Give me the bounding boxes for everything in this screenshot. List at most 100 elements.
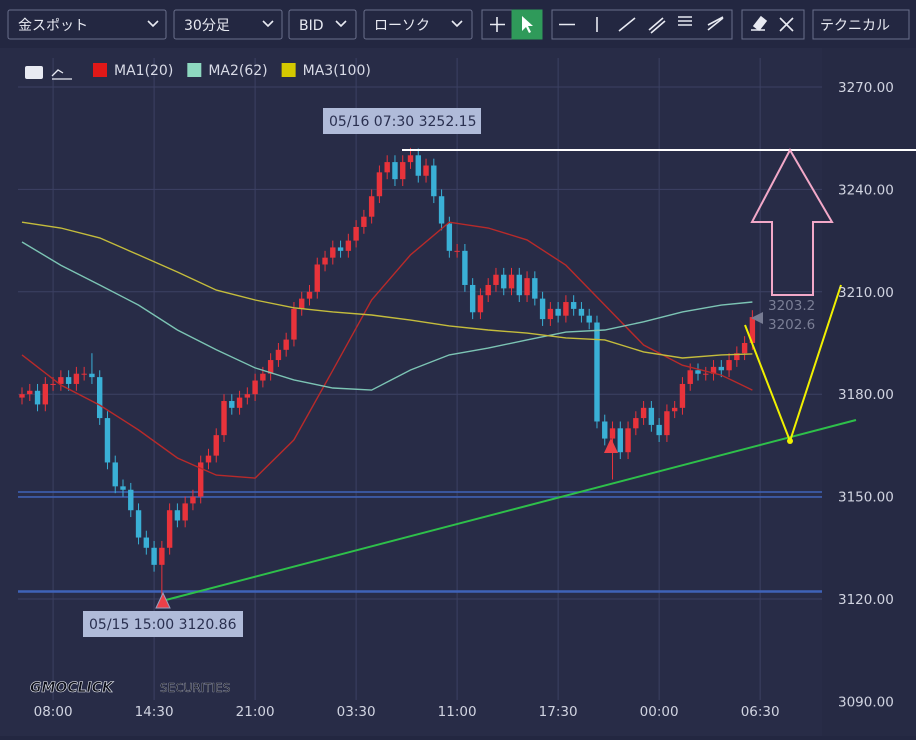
candle-body [345,240,352,251]
candle-body [314,264,320,292]
legend-swatch [93,63,107,77]
candle-body [570,302,577,309]
low-label: 05/15 15:00 3120.86 [89,617,237,633]
candle-body [508,274,515,289]
candle-body [462,250,468,285]
candle-body [726,360,732,371]
candle-body [19,394,25,398]
erase-tools[interactable] [741,9,805,40]
candle-body [229,401,235,408]
candle-body [159,547,165,565]
candle-body [89,373,95,378]
watermark-suffix: SECURITIES [160,681,230,695]
candle-body [376,172,383,197]
candle-body [81,373,87,375]
candle-body [252,380,258,395]
candle-body [65,377,72,384]
y-tick-label: 3270.00 [838,80,894,96]
drawings [155,147,916,609]
candle-body [710,366,717,374]
candle-body [431,165,437,197]
candle-body [73,373,80,384]
candle-body [602,421,608,439]
y-tick-label: 3210.00 [838,285,894,301]
chart-style: ローソク [374,18,430,34]
plot [19,147,756,597]
candle-body [741,342,748,354]
candle-body [283,339,289,350]
toolbar-icons [147,15,794,34]
candle-body [648,407,655,425]
last-ask-label: 3203.2 [768,298,815,314]
candle-body [166,510,173,548]
candle-body [524,278,530,296]
x-axis-bg [0,700,916,736]
candle-body [58,377,64,384]
x-tick-label: 11:00 [438,704,477,720]
candle-body [322,257,328,265]
x-tick-label: 21:00 [236,704,275,720]
legend-icons [25,66,72,80]
candle-body [275,349,282,361]
instrument: 金スポット [18,18,88,34]
candle-body [477,295,484,313]
candle-body [617,428,623,453]
candle-body [198,462,204,497]
candle-body [244,394,251,398]
legend-label: MA1(20) [114,63,173,79]
ma-line [21,241,753,391]
candle-body [104,418,111,463]
candle-body [734,353,740,361]
candle-body [532,278,538,299]
candle-body [485,284,491,296]
x-tick-label: 14:30 [135,704,174,720]
grid [18,58,822,702]
candle-body [143,537,150,548]
y-tick-label: 3240.00 [838,182,894,198]
candle-body [407,155,414,163]
candle-body [578,308,585,316]
watermark-brand: GMOCLICK [30,680,114,696]
candle-body [120,486,126,490]
style-select[interactable] [363,9,473,40]
candle-body [34,390,41,405]
x-tick-label: 08:00 [34,704,73,720]
candle-body [703,373,709,375]
last-bid-label: 3202.6 [768,317,815,333]
corner-bg [822,700,916,736]
ma-line [21,221,753,359]
high-label-bg [323,108,481,134]
low-label-bg [83,611,243,637]
axes: 3090.00 3120.00 3150.00 3180.00 3210.00 3240.… [34,80,894,720]
candle-body [469,284,476,313]
candle-body [353,226,359,241]
candle-body [112,462,118,487]
legend-label: MA3(100) [303,63,371,79]
x-tick-label: 00:00 [640,704,679,720]
candle-body [306,291,313,299]
candle-body [174,510,181,521]
candle-body [415,155,421,176]
draw-tools[interactable] [551,9,733,40]
candle-body [368,196,375,217]
candle-body [454,250,460,252]
candle-body [586,315,592,323]
instrument-select[interactable] [7,9,167,40]
technical-button[interactable] [812,9,910,40]
timeframe-select[interactable] [173,9,283,40]
side-select[interactable] [288,9,357,40]
x-tick-label: 06:30 [741,704,780,720]
legend-swatch [281,63,296,77]
candle-body [423,165,429,176]
legend-swatch [187,63,202,77]
candle-body [337,247,344,251]
technical: テクニカル [820,18,890,34]
candle-body [656,424,662,436]
candle-body [182,503,188,521]
candle-body [749,317,756,343]
candle-body [392,162,398,180]
candle-body [190,496,196,504]
candle-body [330,247,336,258]
high-label: 05/16 07:30 3252.15 [329,114,477,130]
candle-body [438,196,445,224]
